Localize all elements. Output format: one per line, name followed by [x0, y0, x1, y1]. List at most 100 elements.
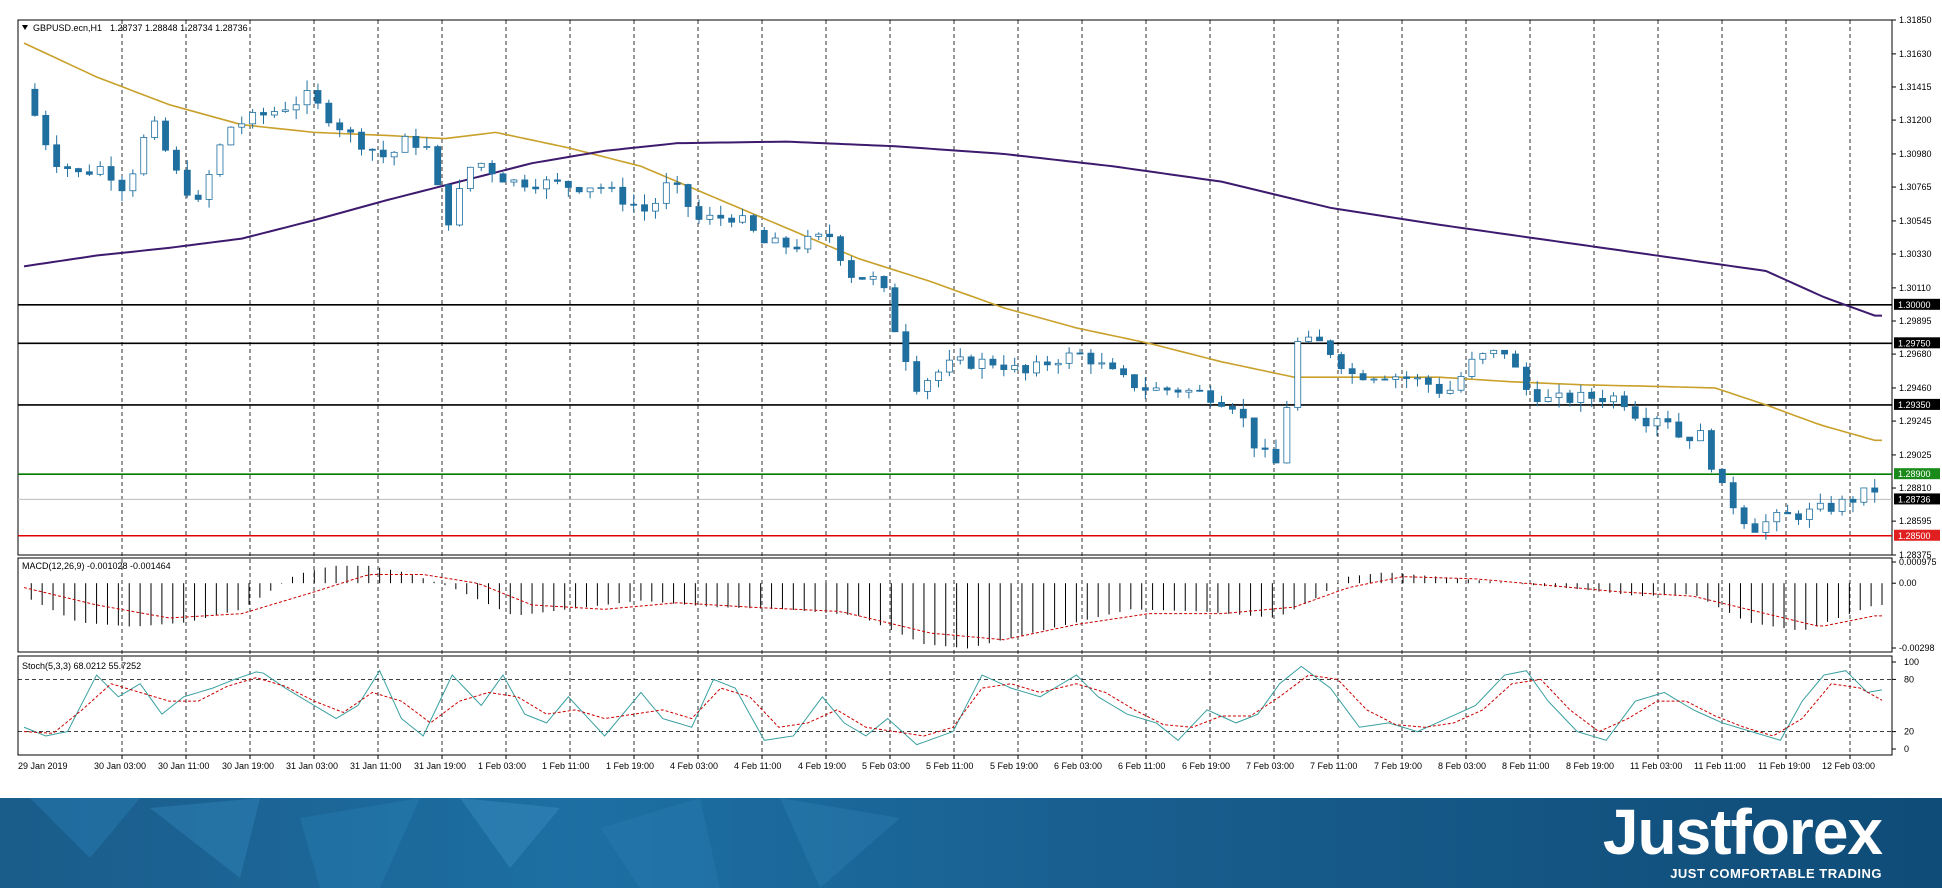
- time-tick-label: 12 Feb 03:00: [1822, 761, 1875, 771]
- time-tick-label: 4 Feb 03:00: [670, 761, 718, 771]
- price-tick-label: 1.31630: [1899, 49, 1932, 59]
- time-tick-label: 31 Jan 19:00: [414, 761, 466, 771]
- symbol-dropdown-icon[interactable]: [22, 25, 28, 30]
- candle-bull: [1283, 407, 1291, 464]
- price-tick-label: 1.28375: [1899, 550, 1932, 560]
- price-chart[interactable]: 1.31850 1.31630 1.31415 1.31200 1.30980 1.307…: [0, 0, 1942, 798]
- candle-bear: [434, 146, 442, 186]
- candle-bull: [815, 233, 823, 237]
- candle-bull: [935, 371, 942, 381]
- level-price-label: 1.30000: [1898, 300, 1931, 310]
- candle-bull: [586, 187, 594, 193]
- candle-bear: [107, 166, 115, 181]
- candle-bull: [1305, 336, 1313, 342]
- candle-bear: [1087, 352, 1095, 365]
- candle-bear: [64, 166, 71, 169]
- candle-bear: [532, 186, 540, 190]
- macd-panel: [23, 565, 1883, 649]
- level-price-badge: [1894, 298, 1940, 310]
- brand-name: Justforex: [1602, 798, 1883, 868]
- candle-bull: [652, 202, 659, 212]
- candle-bull: [804, 235, 812, 250]
- time-tick-label: 4 Feb 19:00: [798, 761, 846, 771]
- price-tick-label: 1.28810: [1899, 483, 1932, 493]
- candle-bull: [249, 112, 257, 125]
- candle-bear: [1261, 447, 1269, 450]
- time-tick-label: 7 Feb 11:00: [1310, 761, 1357, 771]
- candle-bear: [358, 131, 365, 150]
- time-tick-label: 31 Jan 11:00: [350, 761, 401, 771]
- candle-bear: [760, 229, 768, 244]
- time-tick-label: 1 Feb 19:00: [606, 761, 654, 771]
- candle-bull: [662, 182, 670, 204]
- candle-bull: [227, 126, 235, 146]
- price-tick-label: 1.29895: [1899, 316, 1932, 326]
- time-tick-label: 5 Feb 19:00: [990, 761, 1038, 771]
- candle-bull: [771, 237, 779, 244]
- candle-bull: [1294, 341, 1302, 408]
- candle-bear: [31, 88, 39, 116]
- moving-averages: [23, 42, 1882, 442]
- candle-bull: [1414, 377, 1421, 380]
- candle-bear: [368, 148, 376, 151]
- candle-bear: [564, 180, 572, 188]
- candle-bear: [1043, 361, 1051, 366]
- chart-background: [0, 0, 1942, 798]
- candle-bear: [172, 149, 180, 171]
- candle-bear: [260, 112, 267, 116]
- candle-bear: [575, 187, 583, 193]
- price-tick-label: 1.28595: [1899, 516, 1932, 526]
- candle-bull: [608, 186, 616, 189]
- candle-bear: [847, 260, 855, 278]
- price-tick-label: 1.29680: [1899, 349, 1932, 359]
- stoch-k-line: [23, 665, 1883, 746]
- candle-bear: [1784, 512, 1792, 515]
- candle-bear: [1239, 408, 1247, 419]
- price-tick-label: 1.31200: [1899, 115, 1932, 125]
- candle-bull: [216, 144, 224, 175]
- candle-bear: [1751, 523, 1759, 533]
- candle-bull: [303, 90, 311, 106]
- candle-bear: [728, 217, 736, 223]
- stoch-tick-label: 100: [1904, 657, 1919, 667]
- candle-bear: [1163, 387, 1171, 391]
- candle-bull: [945, 359, 953, 373]
- candle-bear: [1337, 354, 1345, 370]
- candle-bull: [1054, 362, 1062, 366]
- price-tick-label: 1.30545: [1899, 216, 1932, 226]
- candle-bull: [706, 214, 714, 220]
- chart-header: GBPUSD.ecn,H1 1.28737 1.28848 1.28734 1.…: [22, 23, 248, 671]
- candle-bull: [96, 166, 104, 175]
- candle-bear: [1000, 364, 1008, 370]
- candle-bear: [1718, 468, 1726, 484]
- price-axis: 1.31850 1.31630 1.31415 1.31200 1.30980 1.307…: [1892, 15, 1940, 754]
- candle-bear: [1522, 366, 1530, 390]
- time-tick-label: 5 Feb 03:00: [862, 761, 910, 771]
- candle-bull: [151, 120, 159, 138]
- candle-bear: [1120, 368, 1127, 376]
- candle-bear: [782, 237, 790, 248]
- candle-bear: [336, 122, 344, 131]
- vertical-grid: [121, 20, 1851, 755]
- time-tick-label: 4 Feb 11:00: [734, 761, 781, 771]
- candle-bear: [1533, 389, 1541, 402]
- candle-bear: [1599, 397, 1606, 403]
- candle-bull: [1490, 349, 1498, 355]
- current-price-badge: [1894, 493, 1940, 505]
- price-tick-label: 1.31850: [1899, 15, 1932, 25]
- candle-bull: [238, 123, 246, 128]
- candle-bear: [1642, 417, 1650, 427]
- time-tick-label: 11 Feb 11:00: [1694, 761, 1746, 771]
- candle-bear: [1708, 430, 1715, 470]
- candle-bear: [1207, 390, 1215, 403]
- candle-bear: [1501, 349, 1509, 355]
- candle-bear: [347, 129, 355, 133]
- price-tick-label: 1.29245: [1899, 416, 1932, 426]
- candle-bear: [1229, 405, 1236, 410]
- candle-bear: [554, 179, 561, 182]
- banner-decoration: [30, 798, 900, 888]
- candle-bear: [717, 214, 725, 219]
- panel-frame: [17, 655, 1893, 756]
- candle-bear: [1849, 498, 1857, 503]
- candle-bear: [488, 162, 496, 175]
